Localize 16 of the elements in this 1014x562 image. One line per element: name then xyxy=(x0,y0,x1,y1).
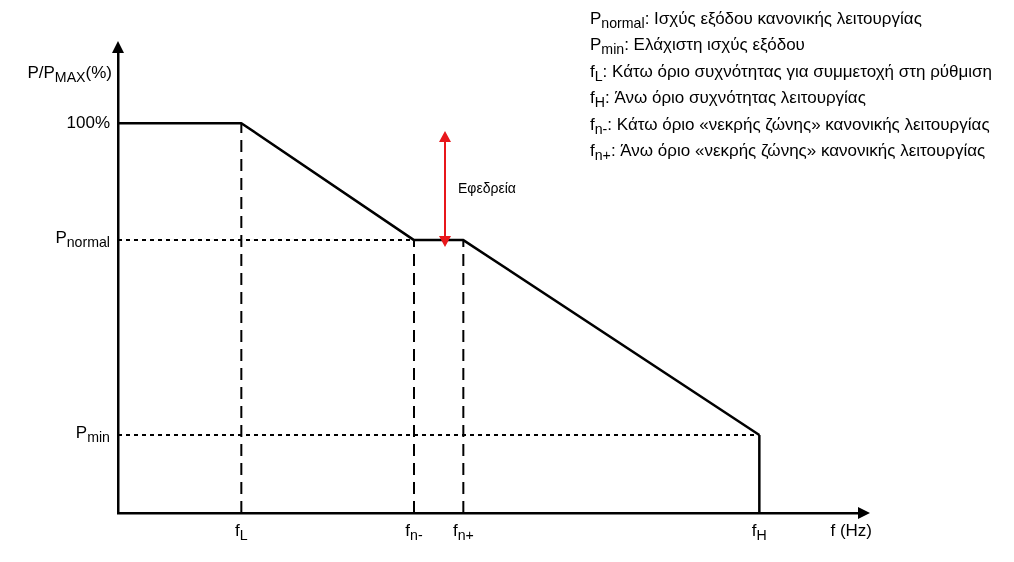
text: 100% xyxy=(66,113,110,134)
text: f$_{H}$: Άνω όριο συχνότητας λειτουργίας xyxy=(590,87,867,113)
text: P$_{normal}$: Ισχύς εξόδου κανονικής λειτουργίας xyxy=(590,8,923,34)
x-tick-label: f$_{n+}$ xyxy=(452,521,474,546)
annotation: Εφεδρεία xyxy=(458,180,516,196)
x-tick-label: f$_{n-}$ xyxy=(405,521,423,546)
text: f$_{L}$: Κάτω όριο συχνότητας για συμμετοχή στη ρύθμιση xyxy=(590,60,994,87)
x-tick-label: f$_{H}$ xyxy=(751,521,767,546)
y-axis-title: P/P$_{MAX}$(%) xyxy=(27,62,112,88)
ref-line-label: P$_{min}$ xyxy=(75,422,110,448)
x-tick-label: f$_{L}$ xyxy=(235,521,248,546)
ref-line-label: P$_{normal}$ xyxy=(55,227,110,253)
annotation: f$_{n-}$: Κάτω όριο «νεκρής ζώνης» κανονικής λειτουργίας xyxy=(590,113,991,139)
text: P$_{min}$: Ελάχιστη ισχύς εξόδου xyxy=(590,34,806,60)
annotation: f$_{n+}$: Άνω όριο «νεκρής ζώνης» κανονικής λειτουργίας xyxy=(590,139,987,166)
x-axis-title: f (Hz) xyxy=(830,521,872,541)
